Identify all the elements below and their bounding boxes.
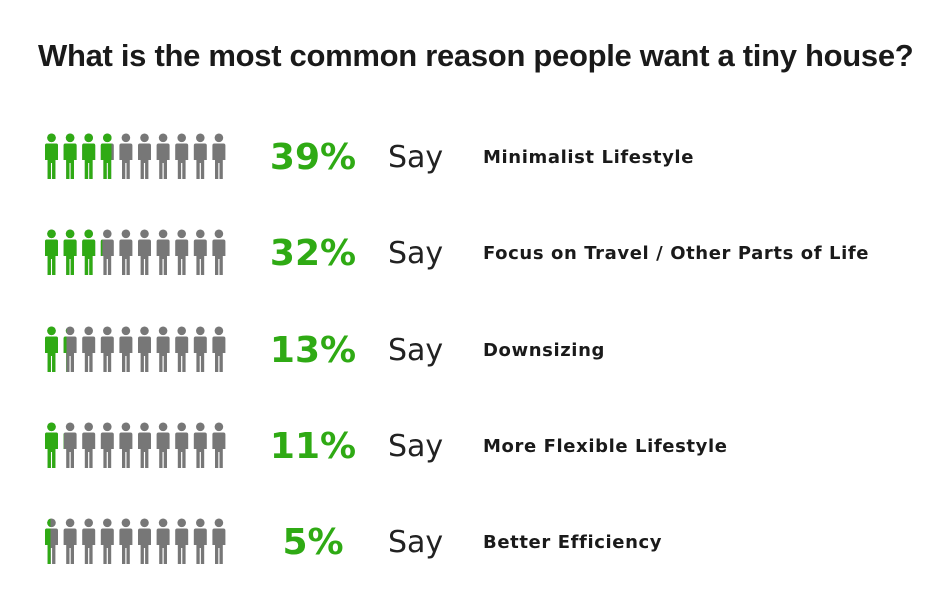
person-icon (156, 326, 170, 372)
person-icon (82, 518, 96, 564)
person-icon (212, 133, 226, 179)
person-icon (45, 133, 58, 179)
chart-title: What is the most common reason people wa… (38, 38, 914, 73)
person-icon (138, 229, 151, 275)
person-icon (119, 326, 133, 372)
person-icon (100, 518, 114, 564)
person-icon (63, 229, 77, 275)
percentage-label: 32% (269, 233, 357, 274)
person-icons-base (45, 422, 226, 468)
reason-label: Focus on Travel / Other Parts of Life (483, 243, 870, 264)
person-icon (63, 518, 77, 564)
person-icons-highlight (45, 133, 112, 179)
percentage-label: 5% (282, 522, 344, 563)
person-icon (63, 422, 77, 468)
person-icon (119, 422, 133, 468)
person-icon (193, 326, 207, 372)
reason-label: Minimalist Lifestyle (483, 147, 695, 168)
say-label: Say (388, 333, 444, 368)
person-icon (63, 326, 77, 372)
say-label: Say (388, 236, 444, 271)
person-icons-highlight (45, 229, 103, 275)
person-icon (63, 133, 77, 179)
say-label: Say (388, 429, 444, 464)
person-icon (100, 239, 103, 256)
person-icon (82, 133, 96, 179)
person-icon (63, 433, 64, 449)
percentage-label: 39% (269, 137, 357, 178)
reason-label: More Flexible Lifestyle (483, 436, 728, 457)
people-icons-svg (45, 133, 226, 179)
pictograph-row: 32% Say Focus on Travel / Other Parts of L… (0, 229, 929, 289)
pictograph-row: 13% Say Downsizing (0, 326, 929, 386)
say-label: Say (388, 525, 444, 560)
person-icon (100, 229, 114, 275)
person-icon (45, 422, 58, 468)
people-icons (44, 518, 234, 568)
people-icons (44, 422, 234, 472)
person-icon (100, 422, 114, 468)
person-icons-highlight (45, 518, 51, 564)
person-icon (138, 518, 151, 564)
person-icons-base (45, 518, 226, 564)
people-icons-svg (45, 229, 226, 275)
person-icon (212, 518, 226, 564)
person-icon (119, 229, 133, 275)
person-icon (156, 133, 170, 179)
pictograph-row: 39% Say Minimalist Lifestyle (0, 133, 929, 193)
person-icon (156, 422, 170, 468)
person-icon (138, 422, 151, 468)
person-icon (100, 133, 112, 179)
person-icon (45, 326, 58, 372)
people-icons (44, 133, 234, 183)
person-icon (193, 133, 207, 179)
pictograph-row: 5% Say Better Efficiency (0, 518, 929, 578)
person-icon (45, 518, 51, 564)
person-icon (156, 518, 170, 564)
person-icon (45, 229, 58, 275)
person-icon (212, 422, 226, 468)
person-icon (100, 326, 114, 372)
reason-label: Downsizing (483, 340, 605, 361)
people-icons-svg (45, 518, 226, 564)
person-icon (82, 326, 96, 372)
person-icons-base (45, 326, 226, 372)
person-icon (138, 326, 151, 372)
people-icons (44, 229, 234, 279)
percentage-label: 13% (269, 330, 357, 371)
person-icon (212, 326, 226, 372)
person-icons-highlight (45, 326, 67, 372)
person-icon (138, 133, 151, 179)
person-icon (175, 422, 189, 468)
people-icons-svg (45, 422, 226, 468)
person-icon (193, 422, 207, 468)
person-icon (175, 229, 189, 275)
reason-label: Better Efficiency (483, 532, 663, 553)
person-icon (156, 229, 170, 275)
pictograph-row: 11% Say More Flexible Lifestyle (0, 422, 929, 482)
people-icons-svg (45, 326, 226, 372)
person-icon (193, 518, 207, 564)
person-icon (175, 326, 189, 372)
people-icons (44, 326, 234, 376)
person-icon (82, 229, 96, 275)
person-icon (119, 133, 133, 179)
person-icon (193, 229, 207, 275)
person-icon (82, 422, 96, 468)
person-icon (175, 518, 189, 564)
person-icon (212, 229, 226, 275)
person-icon (119, 518, 133, 564)
person-icon (63, 328, 67, 372)
say-label: Say (388, 140, 444, 175)
person-icons-highlight (45, 422, 64, 468)
percentage-label: 11% (269, 426, 357, 467)
person-icon (175, 133, 189, 179)
